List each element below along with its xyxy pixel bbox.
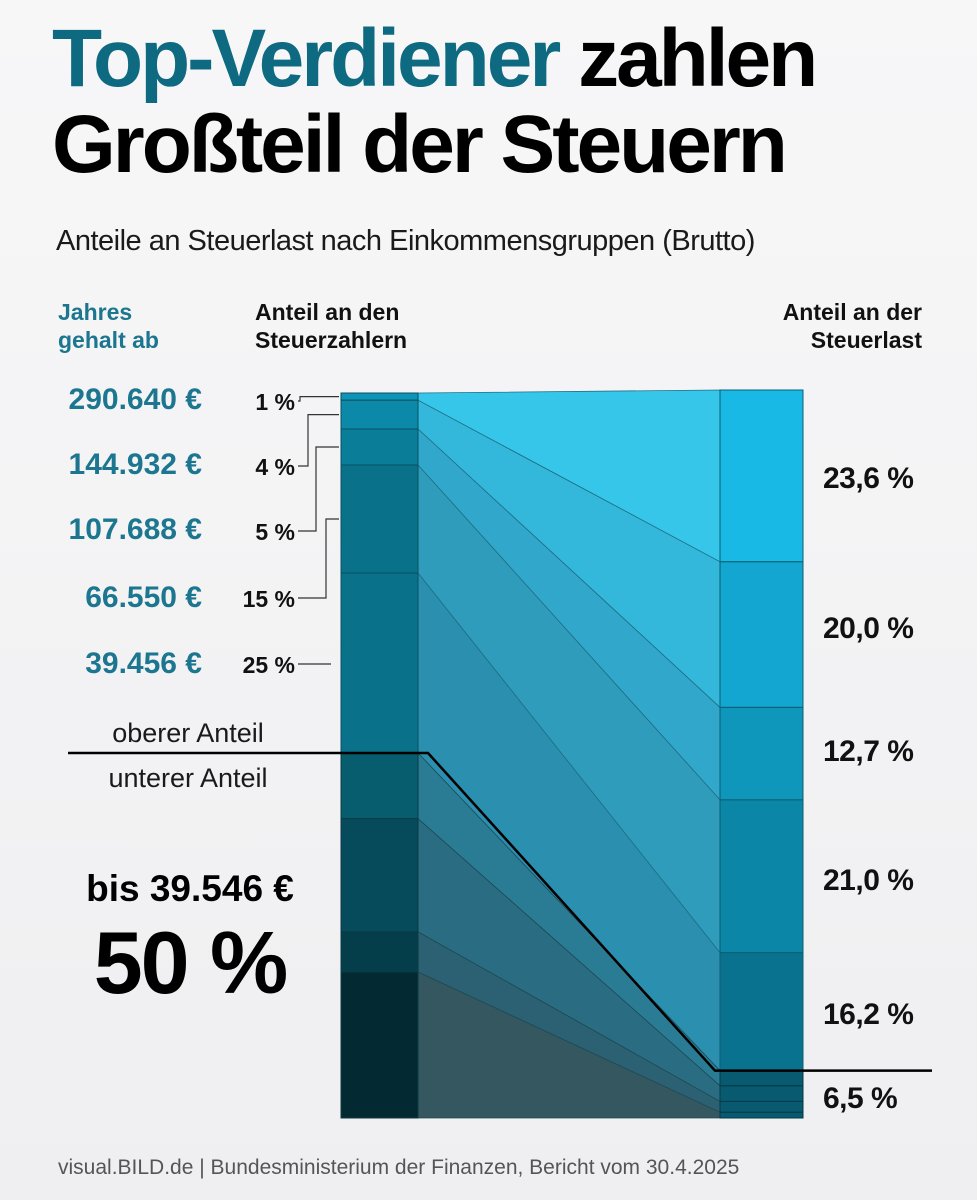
salary-label: 107.688 € xyxy=(68,513,202,546)
payer-bar xyxy=(340,572,419,754)
payer-bar xyxy=(340,818,419,933)
split-line xyxy=(68,751,932,1072)
lower-group-range: bis 39.546 € xyxy=(86,868,294,909)
page-title: Top-Verdiener zahlen Großteil der Steuer… xyxy=(52,13,818,190)
burden-label: 23,6 % xyxy=(823,462,914,495)
header-payers-line1: Anteil an den xyxy=(255,299,400,325)
payer-share-label: 5 % xyxy=(255,519,295,545)
burden-label: 16,2 % xyxy=(823,998,914,1031)
burden-label: 20,0 % xyxy=(823,612,914,645)
payer-bar xyxy=(340,971,419,1119)
header-burden: Anteil an der Steuerlast xyxy=(783,298,922,354)
source-note: visual.BILD.de | Bundesministerium der F… xyxy=(58,1156,740,1179)
payer-bar xyxy=(340,399,419,430)
split-label-lower: unterer Anteil xyxy=(108,763,268,793)
subtitle: Anteile an Steuerlast nach Einkommensgru… xyxy=(56,225,755,257)
burden-bar xyxy=(719,799,804,954)
burden-label: 21,0 % xyxy=(823,864,914,897)
payer-bar xyxy=(340,428,419,466)
payer-bar xyxy=(340,931,419,973)
burden-bar xyxy=(719,1085,804,1102)
burden-bar xyxy=(719,389,804,563)
header-burden-line2: Steuerlast xyxy=(810,327,922,353)
payer-share-label: 1 % xyxy=(255,389,295,415)
burden-bar xyxy=(719,952,804,1072)
title-accent: Top-Verdiener xyxy=(52,13,561,104)
bracket-line xyxy=(298,396,339,402)
salary-label: 66.550 € xyxy=(85,581,202,614)
burden-label: 6,5 % xyxy=(823,1082,898,1115)
burden-label: 12,7 % xyxy=(823,735,914,768)
payer-share-label: 25 % xyxy=(242,652,295,678)
salary-label: 39.456 € xyxy=(85,647,202,680)
payer-share-label: 4 % xyxy=(255,454,295,480)
bracket-line xyxy=(298,518,339,599)
header-burden-line1: Anteil an der xyxy=(782,299,922,325)
bracket-line xyxy=(298,446,339,532)
burden-bar xyxy=(719,1100,804,1113)
payer-bar xyxy=(340,464,419,574)
header-salary-line1: Jahres xyxy=(58,299,133,325)
salary-label: 144.932 € xyxy=(68,448,202,481)
header-payers-line2: Steuerzahlern xyxy=(255,327,408,353)
burden-bar xyxy=(719,706,804,801)
payer-share-label: 15 % xyxy=(242,586,295,612)
payer-bar xyxy=(340,752,419,820)
salary-label: 290.640 € xyxy=(68,383,202,416)
payer-bar xyxy=(340,392,419,401)
burden-bar xyxy=(719,1111,804,1119)
split-label-upper: oberer Anteil xyxy=(112,718,264,748)
lower-group-percent: 50 % xyxy=(93,913,289,1012)
burden-bar xyxy=(719,561,804,708)
title-line2: Großteil der Steuern xyxy=(52,99,788,190)
bracket-line xyxy=(298,414,339,467)
title-line1-rest: zahlen xyxy=(578,13,818,104)
burden-bar xyxy=(719,1070,804,1087)
header-salary: Jahres gehalt ab xyxy=(58,298,159,354)
header-payers: Anteil an den Steuerzahlern xyxy=(255,298,407,354)
header-salary-line2: gehalt ab xyxy=(58,327,159,353)
